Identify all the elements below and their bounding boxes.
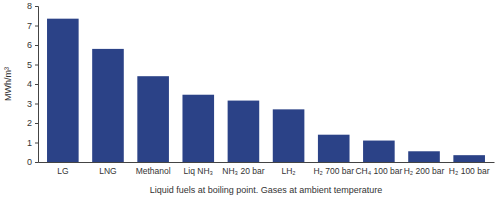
- y-tick: 6: [27, 40, 38, 50]
- x-tick-label: H₂ 700 bar: [313, 166, 354, 176]
- x-tick-label: LG: [57, 166, 68, 176]
- y-tick-mark: [35, 26, 38, 27]
- x-tick: H₂ 700 bar: [313, 166, 354, 176]
- bar: [92, 49, 124, 162]
- y-tick: 0: [27, 157, 38, 167]
- x-tick-label: CH₄ 100 bar: [355, 166, 402, 176]
- y-axis: 0 1 2 3 4 5 6 7 8: [27, 1, 39, 167]
- x-tick-label: H₂ 200 bar: [404, 166, 445, 176]
- y-tick-mark: [35, 104, 38, 105]
- bar: [182, 95, 214, 162]
- y-tick-mark: [35, 6, 38, 7]
- x-tick: LNG: [99, 166, 116, 176]
- bar: [47, 19, 79, 162]
- bar: [408, 151, 440, 162]
- y-axis-line: [35, 7, 39, 163]
- y-tick-mark: [35, 65, 38, 66]
- x-tick: LG: [57, 166, 68, 176]
- y-tick: 1: [27, 138, 38, 148]
- x-axis-title: Liquid fuels at boiling point. Gases at …: [150, 185, 383, 195]
- x-tick-label: Methanol: [136, 166, 171, 176]
- y-tick-mark: [35, 123, 38, 124]
- y-tick-label: 3: [27, 99, 32, 109]
- x-axis-line: [39, 162, 495, 163]
- plot: 012345678LGLNGMethanolLiq NH₃NH₃ 20 barL…: [27, 1, 495, 176]
- y-tick-mark: [35, 143, 38, 144]
- y-tick-label: 8: [27, 1, 32, 11]
- y-tick: 5: [27, 60, 38, 70]
- x-tick: H₂ 100 bar: [449, 166, 490, 176]
- y-tick-label: 2: [27, 118, 32, 128]
- y-tick-label: 4: [27, 79, 32, 89]
- x-tick: LH₂: [281, 166, 295, 176]
- x-tick: Methanol: [136, 166, 171, 176]
- y-tick-label: 1: [27, 138, 32, 148]
- y-tick-label: 0: [27, 157, 32, 167]
- y-tick-mark: [35, 45, 38, 46]
- y-tick: 3: [27, 99, 38, 109]
- x-tick-label: Liq NH₃: [184, 166, 213, 176]
- x-tick-label: LH₂: [281, 166, 295, 176]
- x-tick: Liq NH₃: [184, 166, 213, 176]
- x-tick-label: LNG: [99, 166, 116, 176]
- y-axis-title: MWh/m³: [3, 67, 13, 101]
- x-tick: H₂ 200 bar: [404, 166, 445, 176]
- chart: 012345678LGLNGMethanolLiq NH₃NH₃ 20 barL…: [0, 0, 500, 199]
- y-tick: 4: [27, 79, 38, 89]
- bar: [318, 135, 350, 162]
- bar: [453, 155, 485, 162]
- x-tick: NH₃ 20 bar: [222, 166, 264, 176]
- bar: [363, 141, 395, 162]
- y-tick-label: 6: [27, 40, 32, 50]
- bar: [273, 109, 305, 162]
- y-tick-label: 5: [27, 60, 32, 70]
- x-tick-label: H₂ 100 bar: [449, 166, 490, 176]
- x-tick-label: NH₃ 20 bar: [222, 166, 264, 176]
- y-tick-mark: [35, 84, 38, 85]
- bar: [137, 76, 169, 162]
- y-tick-mark: [35, 162, 38, 163]
- bar: [228, 101, 260, 162]
- x-axis: LG LNG Methanol Liq NH₃ NH₃ 20 bar LH₂ H₂ 700 …: [39, 163, 495, 177]
- bars: [47, 19, 485, 162]
- y-tick: 8: [27, 1, 38, 11]
- y-tick-label: 7: [27, 21, 32, 31]
- y-tick: 7: [27, 21, 38, 31]
- y-tick: 2: [27, 118, 38, 128]
- x-tick: CH₄ 100 bar: [355, 166, 402, 176]
